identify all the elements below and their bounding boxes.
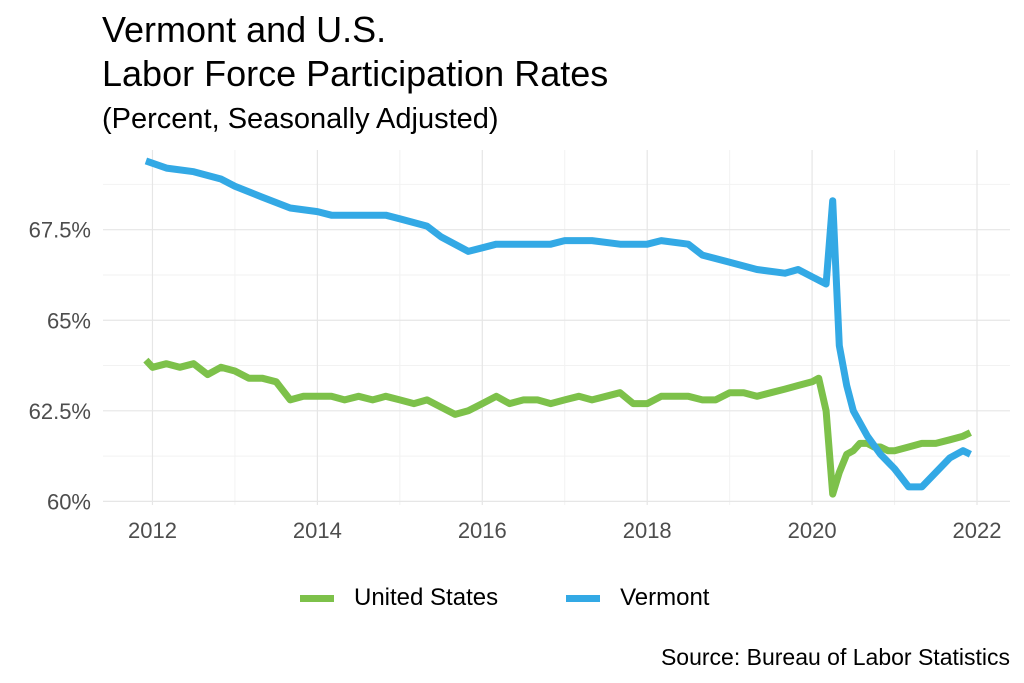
y-tick-label: 62.5% [29, 399, 91, 424]
series-line-vermont [144, 157, 972, 491]
y-tick-label: 65% [47, 308, 91, 333]
axis-layer: 2012 2014 2016 2018 2020 2022 60% 62.5% 65% 67.5% [29, 218, 1002, 543]
x-tick-label: 2022 [953, 518, 1002, 543]
grid-layer [103, 150, 1010, 505]
chart-title-line-1: Vermont and U.S. [102, 9, 387, 50]
y-tick-label: 67.5% [29, 218, 91, 243]
x-tick-label: 2020 [788, 518, 837, 543]
series-layer [143, 157, 972, 498]
legend-item-vermont: Vermont [566, 584, 709, 612]
legend-label-united-states: United States [354, 584, 499, 611]
chart-subtitle: (Percent, Seasonally Adjusted) [102, 103, 499, 135]
source-note: Source: Bureau of Labor Statistics [660, 644, 1010, 670]
legend-swatch-vermont [566, 594, 601, 602]
x-tick-label: 2012 [128, 518, 177, 543]
legend-label-vermont: Vermont [620, 584, 710, 611]
chart-title: Vermont and U.S. Labor Force Participati… [102, 8, 608, 96]
legend-swatch-united-states [300, 594, 334, 602]
x-tick-label: 2016 [458, 518, 507, 543]
chart-title-line-2: Labor Force Participation Rates [102, 53, 609, 94]
x-tick-label: 2018 [623, 518, 672, 543]
y-tick-label: 60% [47, 489, 91, 514]
legend-item-united-states: United States [300, 584, 498, 612]
series-line-united-states [143, 357, 972, 498]
legend: United States Vermont [300, 584, 777, 612]
x-tick-label: 2014 [293, 518, 342, 543]
